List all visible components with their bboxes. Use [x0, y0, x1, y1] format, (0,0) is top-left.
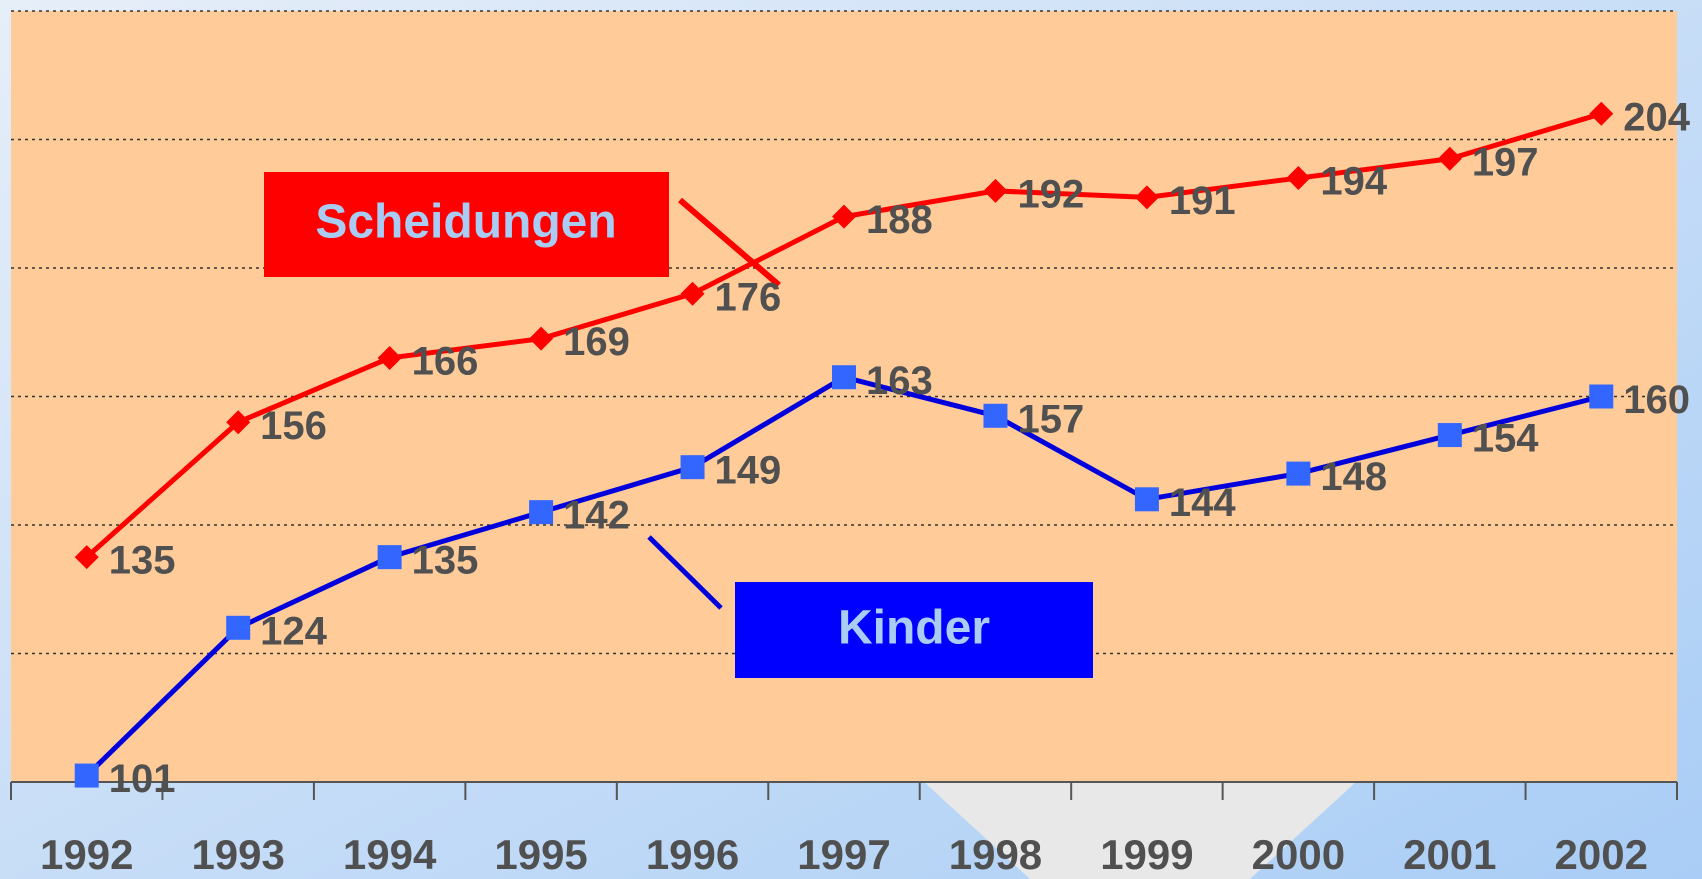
leader-line [647, 535, 723, 610]
x-tick-label: 1992 [40, 831, 133, 878]
marker [74, 545, 99, 570]
marker [1437, 423, 1462, 448]
x-tick-label: 1994 [343, 831, 437, 878]
marker [226, 615, 251, 640]
data-label: 144 [1169, 481, 1236, 525]
data-label: 156 [260, 404, 327, 448]
x-tick-label: 2000 [1252, 831, 1345, 878]
x-tick-label: 1998 [949, 831, 1042, 878]
marker [377, 545, 402, 570]
data-label: 192 [1017, 172, 1084, 216]
marker [983, 403, 1008, 428]
data-label: 169 [563, 320, 630, 364]
marker [983, 178, 1008, 203]
data-label: 204 [1623, 95, 1690, 139]
marker [1437, 146, 1462, 171]
series-label: Scheidungen [315, 196, 616, 249]
marker [1589, 384, 1614, 409]
data-label: 124 [260, 609, 327, 653]
data-label: 191 [1169, 179, 1236, 223]
data-label: 163 [866, 359, 933, 403]
data-label: 194 [1320, 160, 1387, 204]
marker [1286, 166, 1311, 191]
data-label: 101 [109, 757, 176, 801]
data-label: 142 [563, 494, 630, 538]
x-tick-label: 2001 [1403, 831, 1496, 878]
background-shape [900, 760, 1380, 879]
marker [74, 763, 99, 788]
data-label: 135 [412, 539, 479, 583]
data-label: 148 [1320, 455, 1387, 499]
leader-line [678, 197, 781, 288]
marker [226, 410, 251, 435]
marker [680, 281, 705, 306]
marker [1589, 101, 1614, 126]
x-tick-label: 1993 [191, 831, 284, 878]
series-label-box [264, 172, 669, 277]
x-tick-label: 1996 [646, 831, 739, 878]
marker [529, 500, 554, 525]
marker [680, 455, 705, 480]
marker [832, 204, 856, 229]
data-label: 154 [1472, 417, 1539, 461]
series-label-box [735, 582, 1093, 678]
series-label: Kinder [838, 602, 990, 655]
marker [1286, 461, 1311, 486]
data-label: 197 [1472, 140, 1539, 184]
x-tick-label: 1997 [797, 831, 890, 878]
data-label: 188 [866, 198, 933, 242]
x-tick-label: 1999 [1100, 831, 1193, 878]
x-tick-label: 1995 [494, 831, 587, 878]
data-label: 135 [109, 539, 176, 583]
x-tick-label: 2002 [1555, 831, 1648, 878]
marker [529, 326, 554, 351]
data-label: 160 [1623, 378, 1690, 422]
marker [1134, 185, 1159, 210]
marker [832, 365, 856, 390]
marker [377, 345, 402, 370]
marker [1134, 487, 1159, 512]
data-label: 166 [412, 340, 479, 384]
data-label: 157 [1017, 397, 1084, 441]
data-label: 149 [715, 449, 782, 493]
data-label: 176 [715, 275, 782, 319]
